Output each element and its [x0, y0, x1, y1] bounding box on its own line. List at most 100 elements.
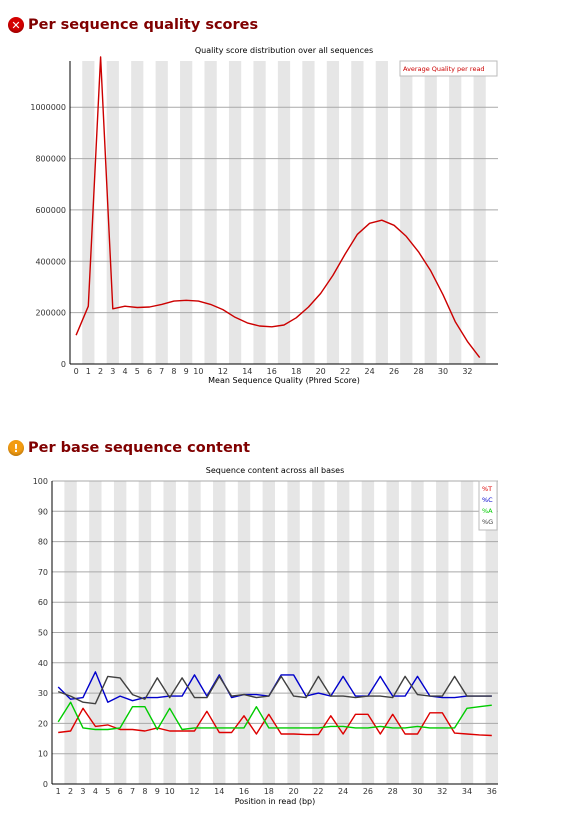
x-tick-label: 30: [412, 787, 422, 796]
chart-band: [155, 61, 168, 364]
section-title: Per base sequence content: [28, 440, 251, 456]
chart-band: [326, 61, 340, 364]
x-tick-label: 28: [388, 787, 398, 796]
x-tick-label: 26: [363, 787, 373, 796]
y-tick-label: 200000: [35, 309, 66, 318]
chart-band: [424, 61, 437, 364]
y-tick-label: 50: [38, 629, 48, 638]
chart-band: [82, 61, 95, 364]
y-tick-label: 100: [33, 477, 48, 486]
x-tick-label: 28: [413, 367, 423, 376]
legend-box: [478, 480, 498, 531]
x-axis-label: Mean Sequence Quality (Phred Score): [208, 376, 360, 385]
series-line: [57, 701, 492, 731]
section-header-base-content: ! Per base sequence content: [8, 440, 250, 456]
x-tick-label: 6: [147, 367, 152, 376]
chart-band: [375, 61, 388, 364]
y-tick-label: 20: [38, 719, 48, 728]
series-line: [58, 707, 492, 737]
x-tick-label: 9: [155, 787, 160, 796]
y-tick-label: 0: [61, 360, 66, 369]
x-tick-label: 32: [462, 367, 472, 376]
y-tick-label: 0: [43, 780, 48, 789]
x-tick-label: 30: [438, 367, 448, 376]
y-tick-label: 90: [38, 507, 48, 516]
y-tick-label: 400000: [35, 257, 66, 266]
x-tick-label: 5: [135, 367, 140, 376]
chart-band: [253, 61, 266, 364]
x-tick-label: 8: [171, 367, 176, 376]
x-tick-label: 22: [340, 367, 350, 376]
series-line: [75, 56, 481, 359]
x-tick-label: 3: [80, 787, 85, 796]
x-tick-label: 16: [239, 787, 249, 796]
y-tick-label: 70: [38, 568, 48, 577]
warning-icon: !: [8, 440, 24, 456]
legend-entry: %T: [482, 485, 492, 493]
x-tick-label: 18: [264, 787, 274, 796]
chart-band: [228, 61, 242, 364]
x-tick-label: 20: [316, 367, 326, 376]
y-tick-label: 40: [38, 659, 48, 668]
x-tick-label: 10: [193, 367, 203, 376]
chart-band: [473, 61, 486, 364]
x-tick-label: 2: [68, 787, 73, 796]
x-tick-label: 22: [313, 787, 323, 796]
x-tick-label: 1: [86, 367, 91, 376]
chart-band: [277, 61, 291, 364]
x-tick-label: 4: [122, 367, 127, 376]
x-tick-label: 12: [218, 367, 228, 376]
x-tick-label: 0: [74, 367, 79, 376]
chart-band: [204, 61, 217, 364]
x-tick-label: 4: [93, 787, 98, 796]
x-tick-label: 2: [98, 367, 103, 376]
chart-band: [400, 61, 413, 364]
y-tick-label: 80: [38, 538, 48, 547]
x-tick-label: 16: [267, 367, 277, 376]
legend-entry: %C: [482, 496, 493, 504]
x-tick-label: 7: [159, 367, 164, 376]
x-tick-label: 7: [130, 787, 135, 796]
y-tick-label: 30: [38, 689, 48, 698]
x-tick-label: 6: [118, 787, 123, 796]
x-tick-label: 9: [184, 367, 189, 376]
y-tick-label: 10: [38, 750, 48, 759]
series-line: [57, 675, 492, 705]
chart-title: Quality score distribution over all sequ…: [195, 46, 373, 55]
y-tick-label: 800000: [35, 155, 66, 164]
x-tick-label: 3: [110, 367, 115, 376]
y-tick-label: 60: [38, 598, 48, 607]
chart-title: Sequence content across all bases: [206, 466, 345, 475]
error-icon: ✕: [8, 17, 24, 33]
x-tick-label: 14: [242, 367, 252, 376]
legend-entry: %A: [482, 507, 493, 515]
x-tick-label: 12: [189, 787, 199, 796]
x-tick-label: 26: [389, 367, 399, 376]
legend-entry: %G: [482, 518, 493, 526]
x-tick-label: 32: [437, 787, 447, 796]
x-tick-label: 14: [214, 787, 224, 796]
x-tick-label: 20: [288, 787, 298, 796]
x-tick-label: 36: [487, 787, 497, 796]
y-tick-label: 1000000: [30, 103, 66, 112]
chart-band: [131, 61, 144, 364]
x-tick-label: 24: [365, 367, 375, 376]
x-tick-label: 1: [56, 787, 61, 796]
chart-band: [302, 61, 315, 364]
x-tick-label: 10: [165, 787, 175, 796]
legend-entry: Average Quality per read: [403, 65, 485, 73]
legend-box: [399, 60, 498, 77]
section-title: Per sequence quality scores: [28, 17, 259, 33]
section-header-quality-scores: ✕ Per sequence quality scores: [8, 17, 258, 33]
x-tick-label: 18: [291, 367, 301, 376]
x-tick-label: 8: [142, 787, 147, 796]
chart-band: [180, 61, 193, 364]
x-tick-label: 24: [338, 787, 348, 796]
x-tick-label: 34: [462, 787, 472, 796]
x-tick-label: 5: [105, 787, 110, 796]
chart-band: [106, 61, 119, 364]
y-tick-label: 600000: [35, 206, 66, 215]
x-axis-label: Position in read (bp): [235, 797, 315, 806]
